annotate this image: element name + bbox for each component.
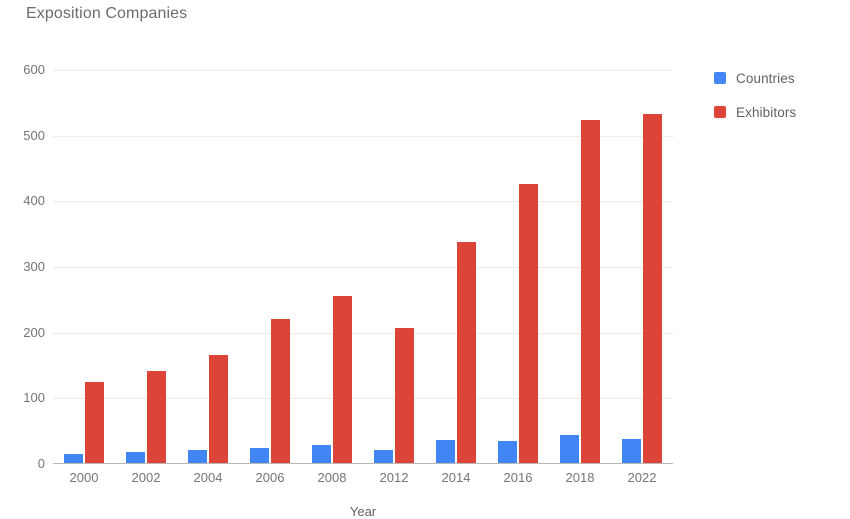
x-tick-label-2008: 2008 <box>317 470 347 485</box>
x-tick-label-2006: 2006 <box>255 470 285 485</box>
bar-countries-2006[interactable] <box>250 448 269 463</box>
y-tick-label-300: 300 <box>23 259 45 274</box>
x-tick-label-2012: 2012 <box>379 470 409 485</box>
y-tick-label-600: 600 <box>23 62 45 77</box>
x-tick-label-2022: 2022 <box>627 470 657 485</box>
y-tick-label-200: 200 <box>23 325 45 340</box>
bar-countries-2016[interactable] <box>498 441 517 463</box>
bar-countries-2000[interactable] <box>64 454 83 463</box>
x-axis-title: Year <box>349 504 377 519</box>
bar-countries-2012[interactable] <box>374 450 393 463</box>
bar-group-2004 <box>177 355 239 463</box>
x-tick-label-2016: 2016 <box>503 470 533 485</box>
y-tick-label-500: 500 <box>23 128 45 143</box>
bar-group-2018 <box>549 120 611 463</box>
bar-group-2014 <box>425 242 487 463</box>
x-tick-label-2004: 2004 <box>193 470 223 485</box>
x-tick-label-2014: 2014 <box>441 470 471 485</box>
countries-swatch-icon <box>714 72 726 84</box>
y-tick-label-0: 0 <box>37 456 45 471</box>
legend-label-countries: Countries <box>736 70 795 86</box>
bar-countries-2018[interactable] <box>560 435 579 463</box>
exhibitors-swatch-icon <box>714 106 726 118</box>
bar-exhibitors-2018[interactable] <box>581 120 600 463</box>
bar-group-2006 <box>239 319 301 463</box>
x-axis-baseline <box>53 463 673 464</box>
bar-exhibitors-2014[interactable] <box>457 242 476 463</box>
bar-group-2002 <box>115 371 177 463</box>
y-tick-label-100: 100 <box>23 390 45 405</box>
gridline-y400 <box>53 201 673 202</box>
bar-group-2022 <box>611 114 673 463</box>
gridline-y300 <box>53 267 673 268</box>
bar-exhibitors-2004[interactable] <box>209 355 228 463</box>
legend-label-exhibitors: Exhibitors <box>736 104 797 120</box>
bar-countries-2004[interactable] <box>188 450 207 463</box>
x-tick-label-2000: 2000 <box>69 470 99 485</box>
legend: Countries Exhibitors <box>714 68 796 136</box>
gridline-y500 <box>53 136 673 137</box>
legend-item-exhibitors: Exhibitors <box>714 102 796 122</box>
bar-exhibitors-2008[interactable] <box>333 296 352 463</box>
bar-exhibitors-2016[interactable] <box>519 184 538 463</box>
x-tick-label-2002: 2002 <box>131 470 161 485</box>
y-tick-label-400: 400 <box>23 193 45 208</box>
gridline-y600 <box>53 70 673 71</box>
bar-countries-2008[interactable] <box>312 445 331 463</box>
bar-countries-2022[interactable] <box>622 439 641 463</box>
bar-exhibitors-2002[interactable] <box>147 371 166 463</box>
bar-group-2016 <box>487 184 549 463</box>
bar-group-2012 <box>363 328 425 463</box>
bar-exhibitors-2022[interactable] <box>643 114 662 463</box>
bar-group-2008 <box>301 296 363 463</box>
bar-exhibitors-2012[interactable] <box>395 328 414 463</box>
bar-countries-2002[interactable] <box>126 452 145 463</box>
bar-group-2000 <box>53 382 115 463</box>
chart-title: Exposition Companies <box>26 5 188 22</box>
legend-item-countries: Countries <box>714 68 796 88</box>
bar-exhibitors-2006[interactable] <box>271 319 290 463</box>
bar-exhibitors-2000[interactable] <box>85 382 104 463</box>
plot-area <box>53 70 673 464</box>
bar-countries-2014[interactable] <box>436 440 455 463</box>
gridline-y200 <box>53 333 673 334</box>
gridline-y100 <box>53 398 673 399</box>
x-tick-label-2018: 2018 <box>565 470 595 485</box>
